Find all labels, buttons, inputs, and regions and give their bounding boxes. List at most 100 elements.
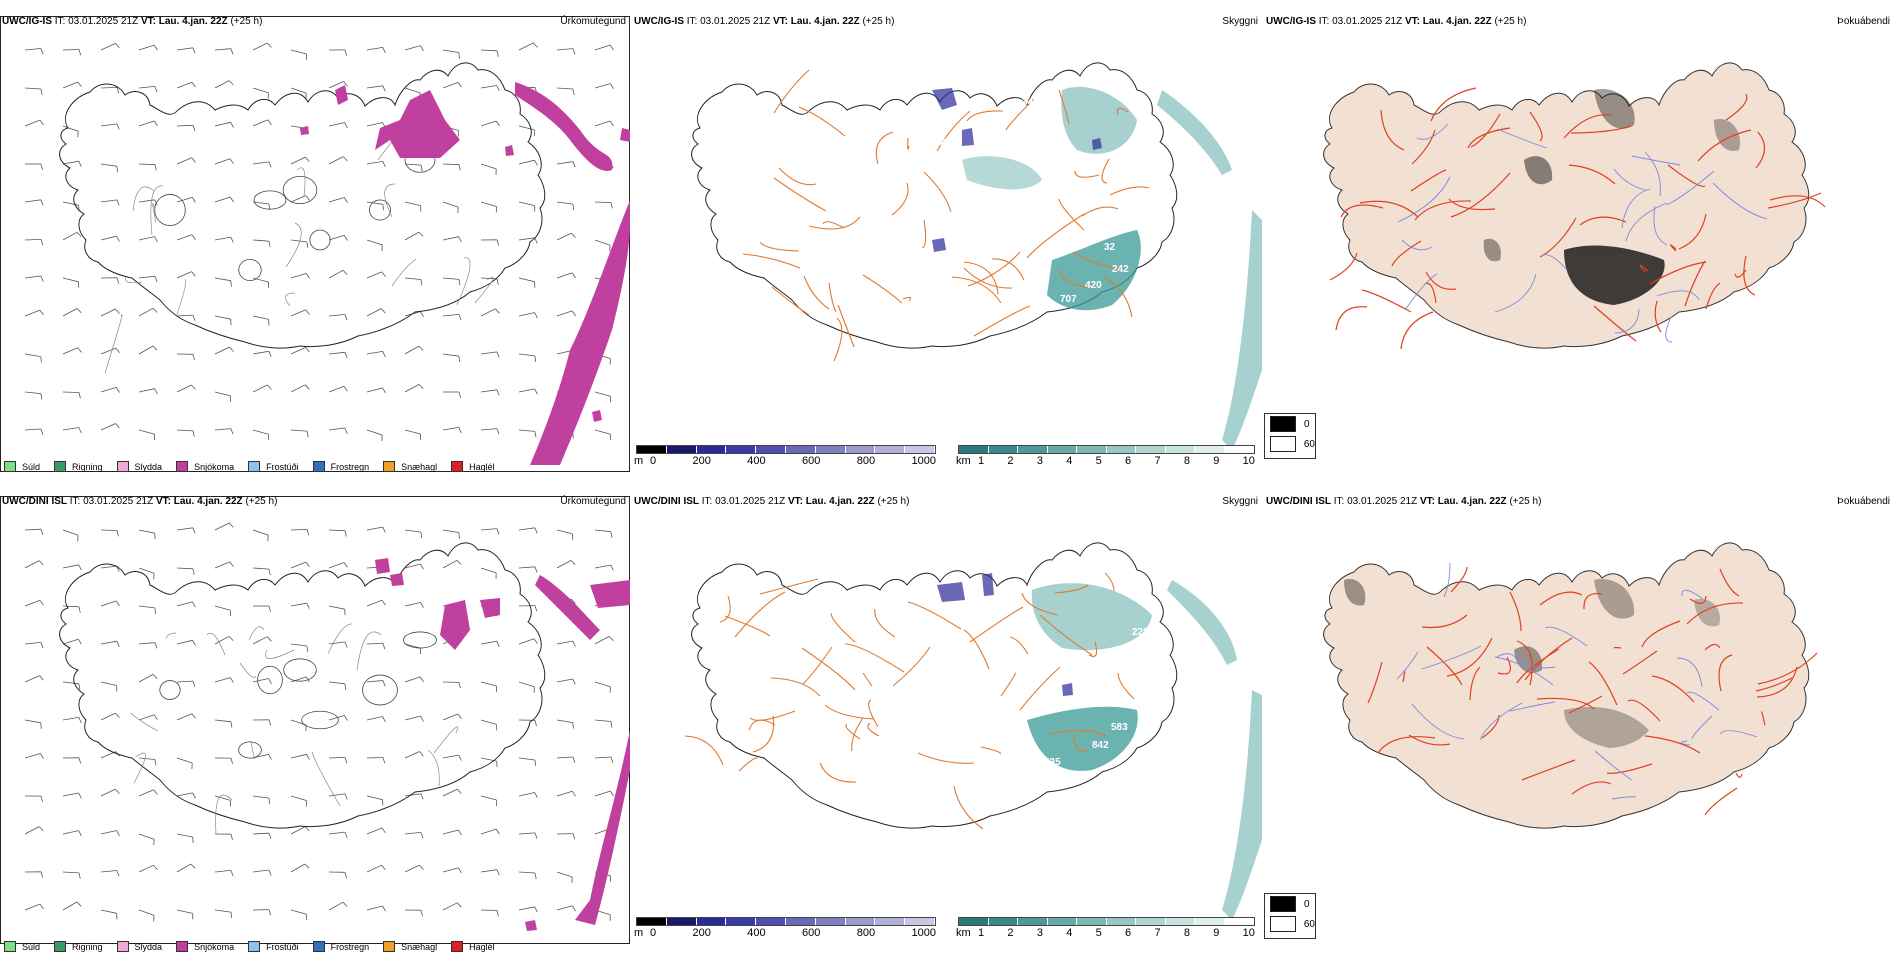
wind-barb	[63, 392, 79, 393]
colorbar-swatch	[756, 918, 786, 925]
network-segment	[739, 758, 757, 771]
panel-header: UWC/DINI ISL IT: 03.01.2025 21Z VT: Lau.…	[2, 496, 277, 507]
colorbar-swatch	[989, 918, 1019, 925]
legend-label: Snjókoma	[194, 462, 234, 472]
colorbar-swatch	[1018, 918, 1048, 925]
legend-swatch	[54, 941, 66, 952]
legend-swatch	[451, 941, 463, 952]
network-segment	[1614, 648, 1621, 649]
colorbar-tick: 1	[978, 927, 984, 939]
legend-swatch	[383, 941, 395, 952]
height-label: 242	[1112, 264, 1129, 275]
legend-item: Snjókoma	[176, 941, 234, 952]
colorbar-tick: 0	[650, 927, 656, 939]
colorbar-tick: 6	[1125, 927, 1131, 939]
legend-item: Súld	[4, 941, 40, 952]
colorbar-swatch	[1136, 918, 1166, 925]
wind-barb	[63, 50, 79, 51]
colorbar-swatch	[816, 446, 846, 453]
network-segment	[1336, 307, 1367, 330]
lowcloud-area	[1062, 683, 1073, 696]
legend-item: Haglél	[451, 941, 495, 952]
colorbar-swatch	[905, 918, 935, 925]
legend-swatch	[313, 941, 325, 952]
panel-title: Þokuábendi	[1837, 16, 1890, 27]
legend-item: Frostúði	[248, 941, 299, 952]
panel-title: Skyggni	[1222, 496, 1258, 507]
legend-item: Rigning	[54, 461, 103, 472]
height-label: 420	[1085, 280, 1102, 291]
legend-label: Frostúði	[266, 942, 299, 952]
legend-item: Frostregn	[313, 941, 370, 952]
colorbar-tick: 1	[978, 455, 984, 467]
precip-map-ig	[0, 10, 630, 472]
colorbar-swatch	[637, 918, 667, 925]
colorbar-tick: 8	[1184, 927, 1190, 939]
colorbar-swatch	[1195, 446, 1225, 453]
panel-header: UWC/IG-IS IT: 03.01.2025 21Z VT: Lau. 4.…	[1266, 16, 1526, 27]
cloudbase-panel-dini: 228 583 842 535 UWC/DINI ISL IT: 03.01.2…	[632, 490, 1262, 960]
colorbar-swatch	[905, 446, 935, 453]
legend-label: Súld	[22, 942, 40, 952]
snow-area	[390, 573, 404, 586]
colorbar-swatch	[756, 446, 786, 453]
panel-title: Úrkomutegund	[560, 16, 626, 27]
cover-legend: 0 60	[1264, 413, 1316, 459]
iceland-coastline	[692, 543, 1177, 828]
colorbar-swatch	[1048, 446, 1078, 453]
colorbar-unit: km	[956, 455, 971, 467]
cloudcover-map-dini	[1264, 490, 1894, 952]
colorbar-swatch	[637, 446, 667, 453]
height-label: 707	[1060, 294, 1077, 305]
cloudbase-map-dini: 228 583 842 535	[632, 490, 1262, 952]
colorbar-tick: 600	[802, 455, 820, 467]
colorbar-tick: 4	[1066, 455, 1072, 467]
colorbar-swatch	[1225, 918, 1255, 925]
legend-label: Rigning	[72, 942, 103, 952]
colorbar-tick: 6	[1125, 455, 1131, 467]
legend-label: Snæhagl	[401, 942, 437, 952]
network-segment	[1401, 312, 1433, 349]
colorbar-tick: 8	[1184, 455, 1190, 467]
legend-swatch	[176, 941, 188, 952]
legend-item: Haglél	[451, 461, 495, 472]
legend-label: Slydda	[135, 462, 163, 472]
colorbar-tick: 5	[1096, 455, 1102, 467]
visibility-area	[1167, 580, 1237, 665]
panel-header: UWC/IG-IS IT: 03.01.2025 21Z VT: Lau. 4.…	[2, 16, 262, 27]
colorbar-swatch	[1166, 918, 1196, 925]
colorbar-tick: 800	[857, 927, 875, 939]
colorbar-tick: 9	[1213, 455, 1219, 467]
legend-label: Haglél	[469, 462, 495, 472]
legend-swatch	[383, 461, 395, 472]
legend-swatch	[4, 941, 16, 952]
legend-swatch	[117, 941, 129, 952]
colorbar-swatch	[959, 918, 989, 925]
legend-label: Snæhagl	[401, 462, 437, 472]
legend-swatch	[248, 461, 260, 472]
colorbar-swatch	[1048, 918, 1078, 925]
colorbar-swatch	[959, 446, 989, 453]
panel-title: Þokuábendi	[1837, 496, 1890, 507]
legend-label: Haglél	[469, 942, 495, 952]
precip-legend: Súld Rigning Slydda Snjókoma Frostúði Frostre…	[4, 941, 509, 952]
network-segment	[1705, 788, 1737, 815]
colorbar-swatch	[875, 918, 905, 925]
colorbar-tick: 400	[747, 455, 765, 467]
legend-item: Snæhagl	[383, 941, 437, 952]
panel-header: UWC/DINI ISL IT: 03.01.2025 21Z VT: Lau.…	[634, 496, 909, 507]
network-segment	[1736, 773, 1742, 777]
legend-label: Snjókoma	[194, 942, 234, 952]
lowcloud-area	[982, 573, 994, 596]
legend-label: Slydda	[135, 942, 163, 952]
legend-swatch	[54, 461, 66, 472]
colorbar-swatch	[786, 446, 816, 453]
colorbar-tick: 7	[1154, 455, 1160, 467]
cloudcover-map-ig	[1264, 10, 1894, 472]
colorbar-swatch	[1225, 446, 1255, 453]
colorbar-swatch	[1077, 446, 1107, 453]
